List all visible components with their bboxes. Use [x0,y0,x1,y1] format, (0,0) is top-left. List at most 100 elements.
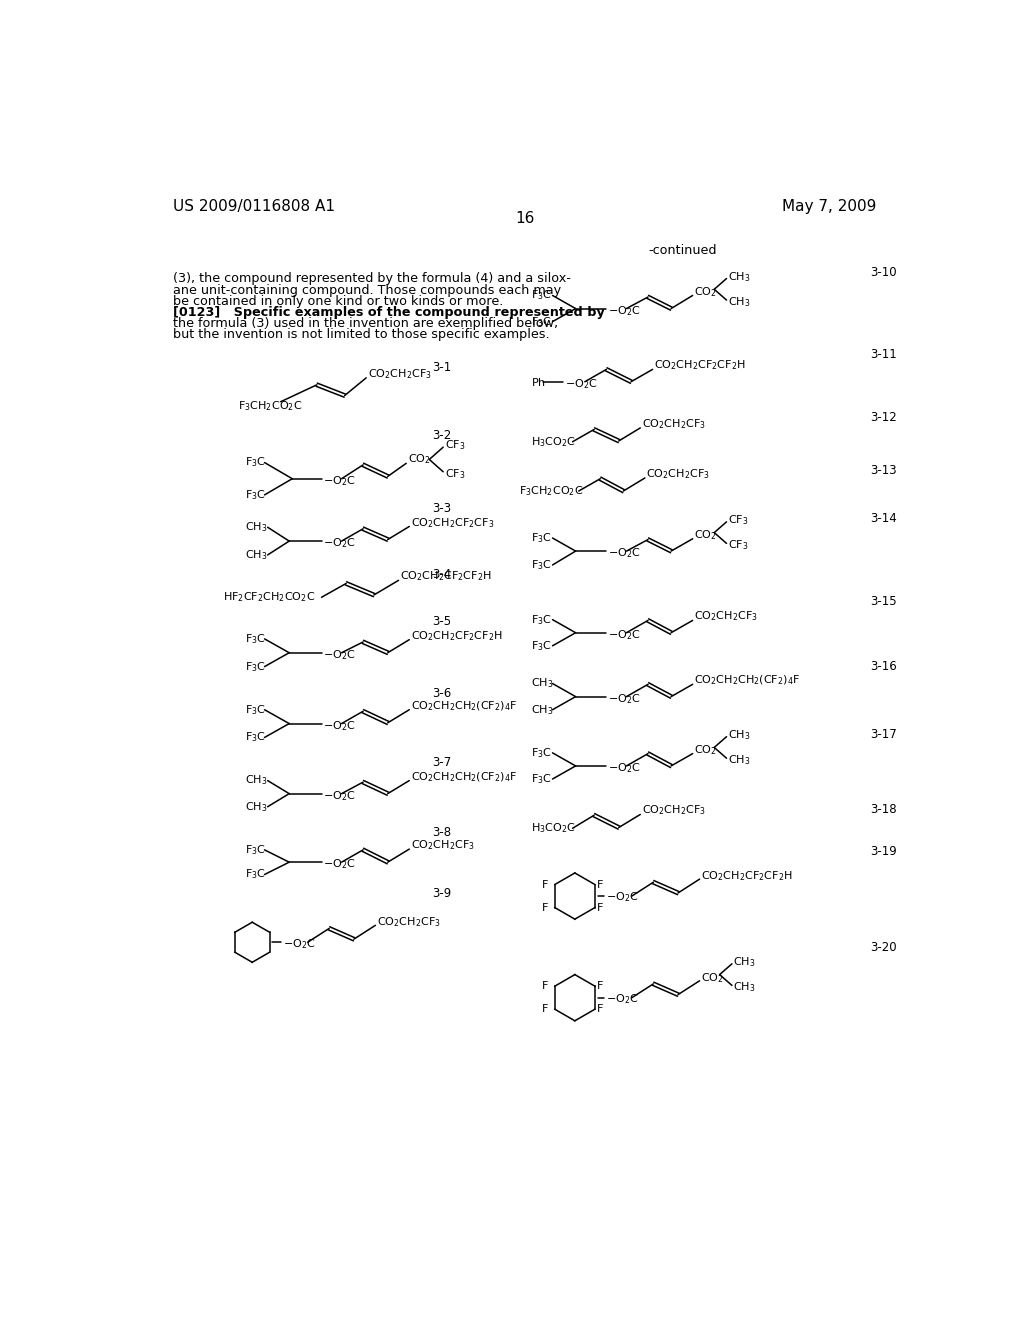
Text: 3-7: 3-7 [432,756,452,770]
Text: 3-19: 3-19 [869,845,896,858]
Text: $\mathregular{CO_2CH_2CH_2(CF_2)_4F}$: $\mathregular{CO_2CH_2CH_2(CF_2)_4F}$ [411,700,517,713]
Text: 3-15: 3-15 [869,594,896,607]
Text: $\mathregular{F_3C}$: $\mathregular{F_3C}$ [245,455,265,470]
Text: $\mathregular{CF_3}$: $\mathregular{CF_3}$ [728,539,749,552]
Text: $\mathregular{F_3C}$: $\mathregular{F_3C}$ [531,612,552,627]
Text: 3-6: 3-6 [432,686,452,700]
Text: $\mathregular{-O_2C}$: $\mathregular{-O_2C}$ [608,692,641,706]
Text: 3-20: 3-20 [869,941,896,954]
Text: $\mathregular{-O_2C}$: $\mathregular{-O_2C}$ [323,789,355,803]
Text: $\mathregular{F_3C}$: $\mathregular{F_3C}$ [245,660,265,673]
Text: $\mathregular{-O_2C}$: $\mathregular{-O_2C}$ [565,378,597,391]
Text: $\mathregular{CO_2CH_2CF_3}$: $\mathregular{CO_2CH_2CF_3}$ [642,804,706,817]
Text: $\mathregular{CO_2CH_2CF_3}$: $\mathregular{CO_2CH_2CF_3}$ [694,610,758,623]
Text: $\mathregular{CO_2}$: $\mathregular{CO_2}$ [408,453,430,466]
Text: $\mathregular{CO_2CH_2CF_2CF_2H}$: $\mathregular{CO_2CH_2CF_2CF_2H}$ [411,628,503,643]
Text: $\mathregular{CO_2}$: $\mathregular{CO_2}$ [694,528,717,541]
Text: F: F [596,981,603,991]
Text: $\mathregular{CO_2CH_2CF_3}$: $\mathregular{CO_2CH_2CF_3}$ [411,838,475,853]
Text: $\mathregular{F_3C}$: $\mathregular{F_3C}$ [531,746,552,760]
Text: $\mathregular{CH_3}$: $\mathregular{CH_3}$ [245,548,267,562]
Text: $\mathregular{CH_3}$: $\mathregular{CH_3}$ [531,702,553,717]
Text: F: F [543,903,549,912]
Text: 3-3: 3-3 [432,502,452,515]
Text: 3-11: 3-11 [869,348,896,362]
Text: $\mathregular{F_3C}$: $\mathregular{F_3C}$ [531,558,552,572]
Text: [0123]   Specific examples of the compound represented by: [0123] Specific examples of the compound… [173,306,604,319]
Text: $\mathregular{CO_2CH_2CH_2(CF_2)_4F}$: $\mathregular{CO_2CH_2CH_2(CF_2)_4F}$ [694,673,801,688]
Text: 3-18: 3-18 [869,803,896,816]
Text: but the invention is not limited to those specific examples.: but the invention is not limited to thos… [173,329,550,341]
Text: $\mathregular{F_3C}$: $\mathregular{F_3C}$ [245,702,265,717]
Text: $\mathregular{-O_2C}$: $\mathregular{-O_2C}$ [605,891,638,904]
Text: $\mathregular{CH_3}$: $\mathregular{CH_3}$ [728,752,751,767]
Text: $\mathregular{CH_3}$: $\mathregular{CH_3}$ [245,520,267,535]
Text: $\mathregular{F_3C}$: $\mathregular{F_3C}$ [245,843,265,857]
Text: $\mathregular{CH_3}$: $\mathregular{CH_3}$ [733,979,756,994]
Text: $\mathregular{F_3C}$: $\mathregular{F_3C}$ [245,632,265,645]
Text: 3-5: 3-5 [432,615,452,628]
Text: $\mathregular{F_3C}$: $\mathregular{F_3C}$ [245,730,265,744]
Text: $\mathregular{-O_2C}$: $\mathregular{-O_2C}$ [605,993,638,1006]
Text: $\mathregular{H_3CO_2C}$: $\mathregular{H_3CO_2C}$ [531,434,575,449]
Text: $\mathregular{F_3C}$: $\mathregular{F_3C}$ [245,488,265,502]
Text: $\mathregular{CO_2CH_2CF_2CF_3}$: $\mathregular{CO_2CH_2CF_2CF_3}$ [411,516,495,529]
Text: $\mathregular{F_3CH_2CO_2C}$: $\mathregular{F_3CH_2CO_2C}$ [518,484,583,498]
Text: 3-12: 3-12 [869,412,896,425]
Text: 3-9: 3-9 [432,887,452,900]
Text: 3-2: 3-2 [432,429,452,442]
Text: $\mathregular{H_3CO_2C}$: $\mathregular{H_3CO_2C}$ [531,821,575,836]
Text: $\mathregular{CH_3}$: $\mathregular{CH_3}$ [245,774,267,788]
Text: F: F [596,879,603,890]
Text: F: F [543,879,549,890]
Text: $\mathregular{F_3C}$: $\mathregular{F_3C}$ [531,314,552,329]
Text: the formula (3) used in the invention are exemplified below,: the formula (3) used in the invention ar… [173,317,558,330]
Text: $\mathregular{-O_2C}$: $\mathregular{-O_2C}$ [608,762,641,775]
Text: 3-17: 3-17 [869,727,896,741]
Text: $\mathregular{CO_2CH_2CF_3}$: $\mathregular{CO_2CH_2CF_3}$ [368,367,432,381]
Text: F: F [596,903,603,912]
Text: 3-14: 3-14 [869,512,896,525]
Text: $\mathregular{-O_2C}$: $\mathregular{-O_2C}$ [323,719,355,733]
Text: $\mathregular{CO_2CH_2CF_3}$: $\mathregular{CO_2CH_2CF_3}$ [646,467,711,480]
Text: 3-10: 3-10 [869,265,896,279]
Text: $\mathregular{CH_3}$: $\mathregular{CH_3}$ [245,800,267,813]
Text: be contained in only one kind or two kinds or more.: be contained in only one kind or two kin… [173,294,503,308]
Text: $\mathregular{CO_2CH_2CF_3}$: $\mathregular{CO_2CH_2CF_3}$ [377,915,441,929]
Text: $\mathregular{CH_3}$: $\mathregular{CH_3}$ [728,294,751,309]
Text: $\mathregular{F_3C}$: $\mathregular{F_3C}$ [531,639,552,652]
Text: 3-1: 3-1 [432,362,452,375]
Text: $\mathregular{-O_2C}$: $\mathregular{-O_2C}$ [323,474,355,488]
Text: 3-13: 3-13 [869,463,896,477]
Text: $\mathregular{-O_2C}$: $\mathregular{-O_2C}$ [323,858,355,871]
Text: $\mathregular{CH_3}$: $\mathregular{CH_3}$ [733,956,756,969]
Text: -continued: -continued [648,244,717,257]
Text: (3), the compound represented by the formula (4) and a silox-: (3), the compound represented by the for… [173,272,570,285]
Text: $\mathregular{-O_2C}$: $\mathregular{-O_2C}$ [608,304,641,318]
Text: $\mathregular{-O_2C}$: $\mathregular{-O_2C}$ [323,648,355,661]
Text: F: F [543,981,549,991]
Text: 3-16: 3-16 [869,660,896,673]
Text: $\mathregular{F_3C}$: $\mathregular{F_3C}$ [531,531,552,545]
Text: $\mathregular{CO_2}$: $\mathregular{CO_2}$ [701,970,724,985]
Text: $\mathregular{CH_3}$: $\mathregular{CH_3}$ [728,729,751,742]
Text: $\mathregular{CO_2CH_2CF_2CF_2H}$: $\mathregular{CO_2CH_2CF_2CF_2H}$ [701,869,793,883]
Text: $\mathregular{CO_2CH_2CF_2CF_2H}$: $\mathregular{CO_2CH_2CF_2CF_2H}$ [400,570,492,583]
Text: 16: 16 [515,211,535,226]
Text: $\mathregular{CH_3}$: $\mathregular{CH_3}$ [728,271,751,284]
Text: $\mathregular{CF_3}$: $\mathregular{CF_3}$ [444,438,465,451]
Text: $\mathregular{-O_2C}$: $\mathregular{-O_2C}$ [283,937,315,950]
Text: $\mathregular{CO_2CH_2CH_2(CF_2)_4F}$: $\mathregular{CO_2CH_2CH_2(CF_2)_4F}$ [411,770,517,784]
Text: $\mathregular{CO_2}$: $\mathregular{CO_2}$ [694,285,717,298]
Text: $\mathregular{F_3C}$: $\mathregular{F_3C}$ [531,772,552,785]
Text: $\mathregular{F_3CH_2CO_2C}$: $\mathregular{F_3CH_2CO_2C}$ [239,400,303,413]
Text: $\mathregular{CO_2CH_2CF_3}$: $\mathregular{CO_2CH_2CF_3}$ [642,417,706,430]
Text: F: F [596,1005,603,1014]
Text: $\mathregular{CF_3}$: $\mathregular{CF_3}$ [444,467,465,480]
Text: $\mathregular{CO_2}$: $\mathregular{CO_2}$ [694,743,717,756]
Text: 3-4: 3-4 [432,568,452,581]
Text: $\mathregular{-O_2C}$: $\mathregular{-O_2C}$ [608,628,641,642]
Text: F: F [543,1005,549,1014]
Text: $\mathregular{-O_2C}$: $\mathregular{-O_2C}$ [608,546,641,560]
Text: ane unit-containing compound. Those compounds each may: ane unit-containing compound. Those comp… [173,284,561,297]
